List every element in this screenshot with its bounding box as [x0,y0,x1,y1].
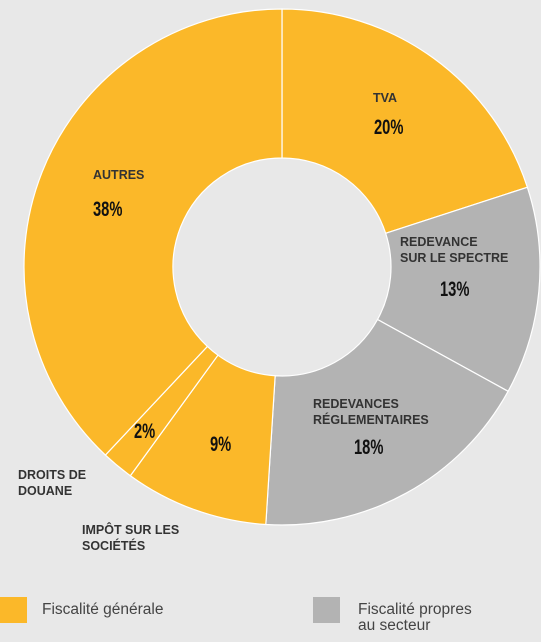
slice-label: DROITS DE DOUANE [18,468,87,498]
value-label: 38% [93,198,123,221]
slice-label: AUTRES [93,168,145,182]
value-label: 9% [210,433,232,456]
donut-slice [265,318,509,526]
value-label: 20% [374,116,404,139]
slice-label: REDEVANCE SUR LE SPECTRE [400,235,509,265]
legend-swatch [0,597,27,623]
value-label: 18% [354,436,384,459]
value-label: 2% [134,420,156,443]
donut-slice [23,8,283,456]
donut-slice [281,8,529,235]
legend-label: Fiscalité générale [42,601,164,618]
slice-label: REDEVANCES RÉGLEMENTAIRES [313,397,429,427]
donut-slice [376,186,541,393]
slice-label: IMPÔT SUR LES SOCIÉTÉS [82,523,180,553]
value-label: 13% [440,278,470,301]
legend-label: Fiscalité propres au secteur [358,601,472,634]
slice-label: TVA [373,91,398,105]
legend-swatch [313,597,340,623]
